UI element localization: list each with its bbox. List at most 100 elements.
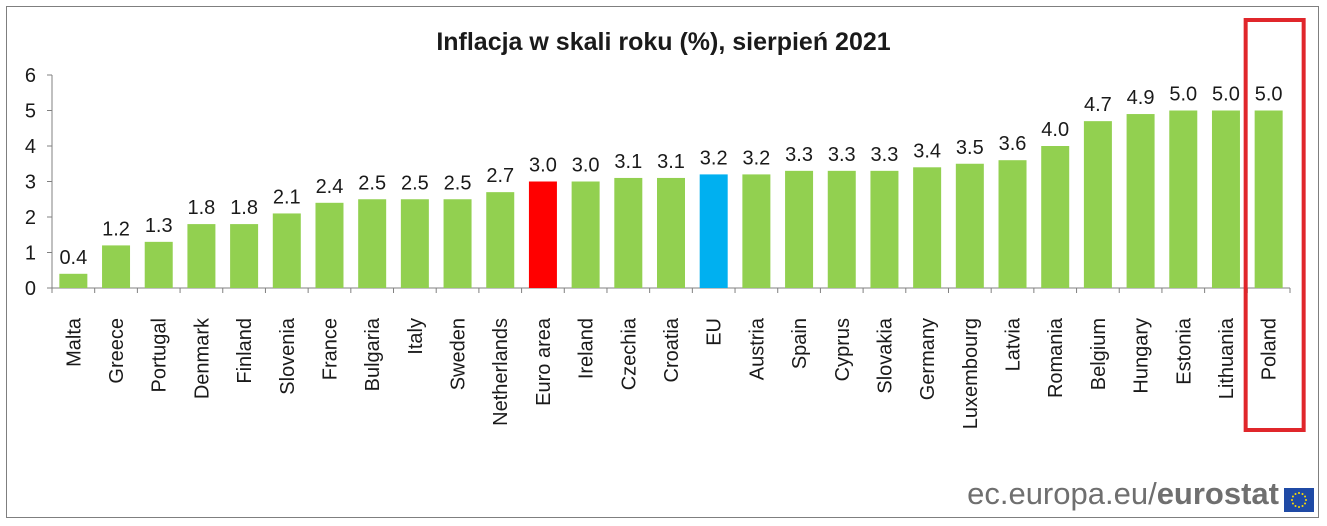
flag-star [1291, 502, 1294, 505]
value-label: 3.1 [657, 151, 685, 173]
category-label: Austria [746, 317, 768, 380]
value-label: 3.2 [700, 147, 728, 169]
value-label: 1.2 [102, 218, 130, 240]
bar-romania [1041, 146, 1070, 288]
footer-domain: ec.europa.eu/ [967, 476, 1157, 511]
y-tick-label: 2 [25, 207, 36, 229]
value-label: 4.0 [1041, 119, 1069, 141]
category-label: Luxembourg [960, 318, 982, 429]
category-labels: Malta Greece Portugal Denmark Finland Sloveni… [63, 317, 1280, 429]
value-label: 3.3 [785, 144, 813, 166]
value-label: 3.0 [572, 155, 600, 177]
bar-spain [785, 170, 814, 288]
bar-greece [102, 245, 131, 288]
bar-hungary [1126, 114, 1155, 288]
value-label: 1.8 [230, 197, 258, 219]
value-label: 2.5 [444, 172, 472, 194]
category-label: Belgium [1088, 318, 1110, 390]
value-label: 5.0 [1255, 84, 1283, 106]
y-axis: 0 1 2 3 4 5 6 [25, 65, 53, 300]
bar-eu [699, 174, 728, 288]
category-label: Sweden [448, 318, 470, 390]
y-tick-label: 0 [25, 278, 36, 300]
value-labels: 0.4 1.2 1.3 1.8 1.8 2.1 2.4 2.5 2.5 2.5 2.7 3.0 3.0 3… [59, 84, 1282, 269]
bar-austria [742, 174, 771, 288]
bar-finland [230, 224, 259, 288]
value-label: 5.0 [1169, 84, 1197, 106]
value-label: 3.3 [871, 144, 899, 166]
bar-italy [400, 199, 429, 288]
category-label: Slovakia [874, 317, 896, 393]
chart-title: Inflacja w skali roku (%), sierpień 2021 [436, 28, 891, 56]
bar-belgium [1083, 121, 1112, 289]
category-label: Germany [917, 318, 939, 400]
value-label: 2.1 [273, 186, 301, 208]
category-label: Czechia [618, 317, 640, 390]
category-label: Euro area [533, 317, 555, 406]
value-label: 1.8 [188, 197, 216, 219]
category-label: France [319, 318, 341, 380]
category-label: Croatia [661, 317, 683, 382]
flag-star [1298, 492, 1300, 494]
value-label: 1.3 [145, 215, 173, 237]
bar-latvia [998, 160, 1027, 288]
value-label: 4.7 [1084, 94, 1112, 116]
category-label: Ireland [576, 318, 598, 379]
category-label: Italy [405, 318, 427, 355]
value-label: 3.2 [742, 147, 770, 169]
bar-france [315, 202, 344, 288]
bar-germany [913, 167, 942, 288]
bar-slovenia [272, 213, 301, 288]
bar-croatia [657, 177, 685, 288]
eu-flag-icon [1284, 488, 1314, 512]
category-label: Portugal [149, 318, 171, 393]
value-label: 3.1 [614, 151, 642, 173]
category-label: Estonia [1173, 317, 1195, 385]
category-label: Hungary [1131, 318, 1153, 394]
flag-star [1291, 499, 1293, 501]
bar-cyprus [827, 170, 856, 288]
category-label: Netherlands [490, 318, 512, 426]
y-tick-label: 1 [25, 243, 36, 265]
value-label: 3.4 [913, 140, 941, 162]
bar-bulgaria [358, 199, 387, 288]
category-label: Latvia [1003, 317, 1025, 371]
bar-portugal [144, 241, 173, 288]
flag-star [1305, 499, 1307, 501]
category-label: Malta [63, 317, 85, 367]
bar-netherlands [486, 192, 515, 288]
bar-czechia [614, 177, 643, 288]
y-tick-label: 5 [25, 101, 36, 123]
category-label: Lithuania [1216, 317, 1238, 399]
y-tick-label: 6 [25, 65, 36, 87]
poland-highlight-box [1243, 18, 1306, 432]
flag-star [1301, 505, 1304, 508]
flag-star [1294, 505, 1297, 508]
y-tick-label: 3 [25, 172, 36, 194]
bar-poland [1254, 110, 1283, 288]
value-label: 3.5 [956, 137, 984, 159]
value-label: 2.7 [486, 165, 514, 187]
category-label: EU [704, 318, 726, 346]
x-axis [51, 287, 1291, 293]
category-label: Greece [106, 318, 128, 384]
bar-denmark [187, 224, 216, 288]
flag-star [1298, 506, 1300, 508]
category-label: Romania [1045, 317, 1067, 398]
value-label: 3.6 [999, 133, 1027, 155]
value-label: 4.9 [1127, 87, 1155, 109]
flag-star [1291, 495, 1294, 498]
value-label: 2.5 [401, 172, 429, 194]
bar-euro-area [528, 181, 557, 288]
category-label: Bulgaria [362, 317, 384, 391]
bar-luxembourg [955, 163, 984, 288]
category-label: Denmark [191, 317, 213, 399]
value-label: 2.4 [316, 176, 344, 198]
bar-malta [59, 273, 88, 288]
value-label: 2.5 [358, 172, 386, 194]
category-label: Cyprus [832, 318, 854, 381]
bar-sweden [443, 199, 472, 288]
eurostat-footer[interactable]: ec.europa.eu/eurostat [967, 476, 1279, 512]
bar-estonia [1169, 110, 1198, 288]
